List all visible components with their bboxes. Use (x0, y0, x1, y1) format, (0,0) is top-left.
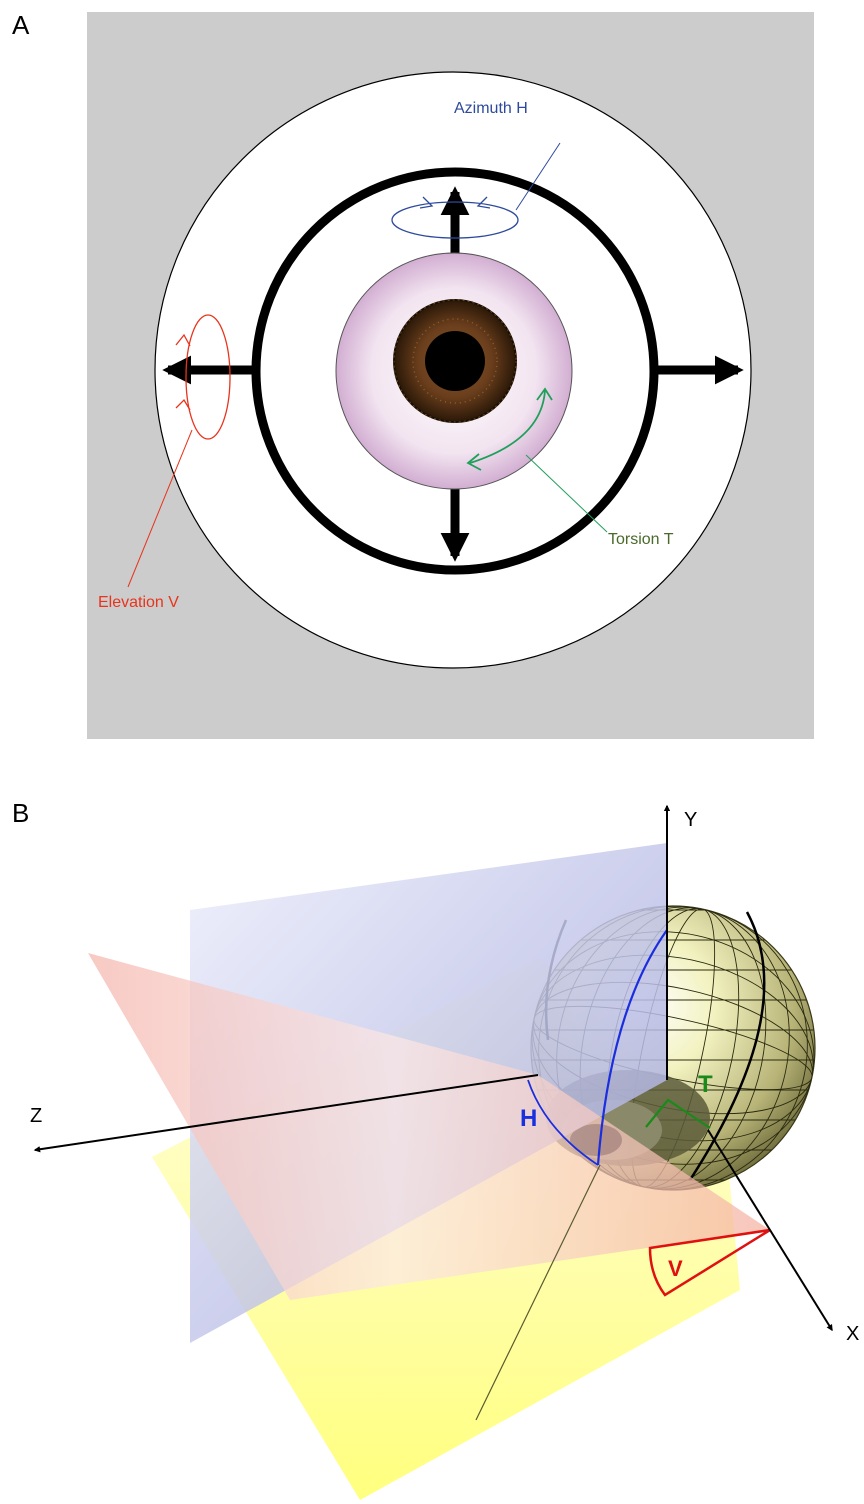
azimuth-label: Azimuth H (454, 100, 528, 117)
azimuth-arrowhead-right-icon (476, 196, 491, 209)
direction-arrows (162, 186, 744, 562)
angle-v-label: V (668, 1256, 683, 1281)
angle-h-arc (527, 1079, 599, 1166)
panel-a-label: A (12, 10, 30, 40)
iris-texture (393, 299, 517, 423)
torsion-annotation: Torsion T (466, 387, 674, 548)
axis-x-label: X (846, 1323, 859, 1345)
torsion-arrowhead-top-icon (536, 387, 553, 401)
angle-h-meridian (596, 929, 668, 1166)
coordinate-axes (33, 804, 833, 1332)
angle-h-label: H (520, 1105, 537, 1132)
axis-z-label: Z (30, 1105, 42, 1127)
elevation-leader-line (127, 429, 193, 588)
torsion-label: Torsion T (608, 531, 674, 548)
torsion-arrowhead-left-icon (466, 453, 482, 471)
pupil (425, 331, 485, 391)
panel-b-label: B (12, 798, 29, 828)
torsion-leader-line (525, 454, 608, 533)
angle-t-arc (645, 1098, 711, 1129)
elevation-annotation: Elevation V (98, 314, 231, 611)
line-of-sight (475, 1164, 601, 1421)
azimuth-leader-line (515, 142, 561, 211)
elevation-rotation-icon (185, 314, 231, 440)
axis-y-label: Y (684, 809, 697, 831)
z-axis (33, 1074, 539, 1153)
x-axis (707, 1129, 833, 1332)
orbit-ring (251, 167, 659, 575)
azimuth-rotation-icon (391, 201, 519, 239)
angle-v-arc (648, 1228, 771, 1297)
globe-meridian (688, 911, 766, 1181)
elevation-arrowhead-top-icon (175, 333, 191, 347)
torsion-rotation-icon (469, 389, 546, 464)
angle-t-label: T (698, 1071, 713, 1098)
panel-a: A Azimuth H El (12, 10, 814, 739)
panel-b: B (12, 798, 859, 1500)
elevation-arrowhead-bottom-icon (175, 398, 191, 411)
horizontal-plane (88, 953, 770, 1300)
elevation-label: Elevation V (98, 594, 179, 611)
azimuth-annotation: Azimuth H (391, 100, 561, 239)
azimuth-arrowhead-left-icon (419, 196, 434, 209)
iris-texture-inner (412, 318, 498, 404)
